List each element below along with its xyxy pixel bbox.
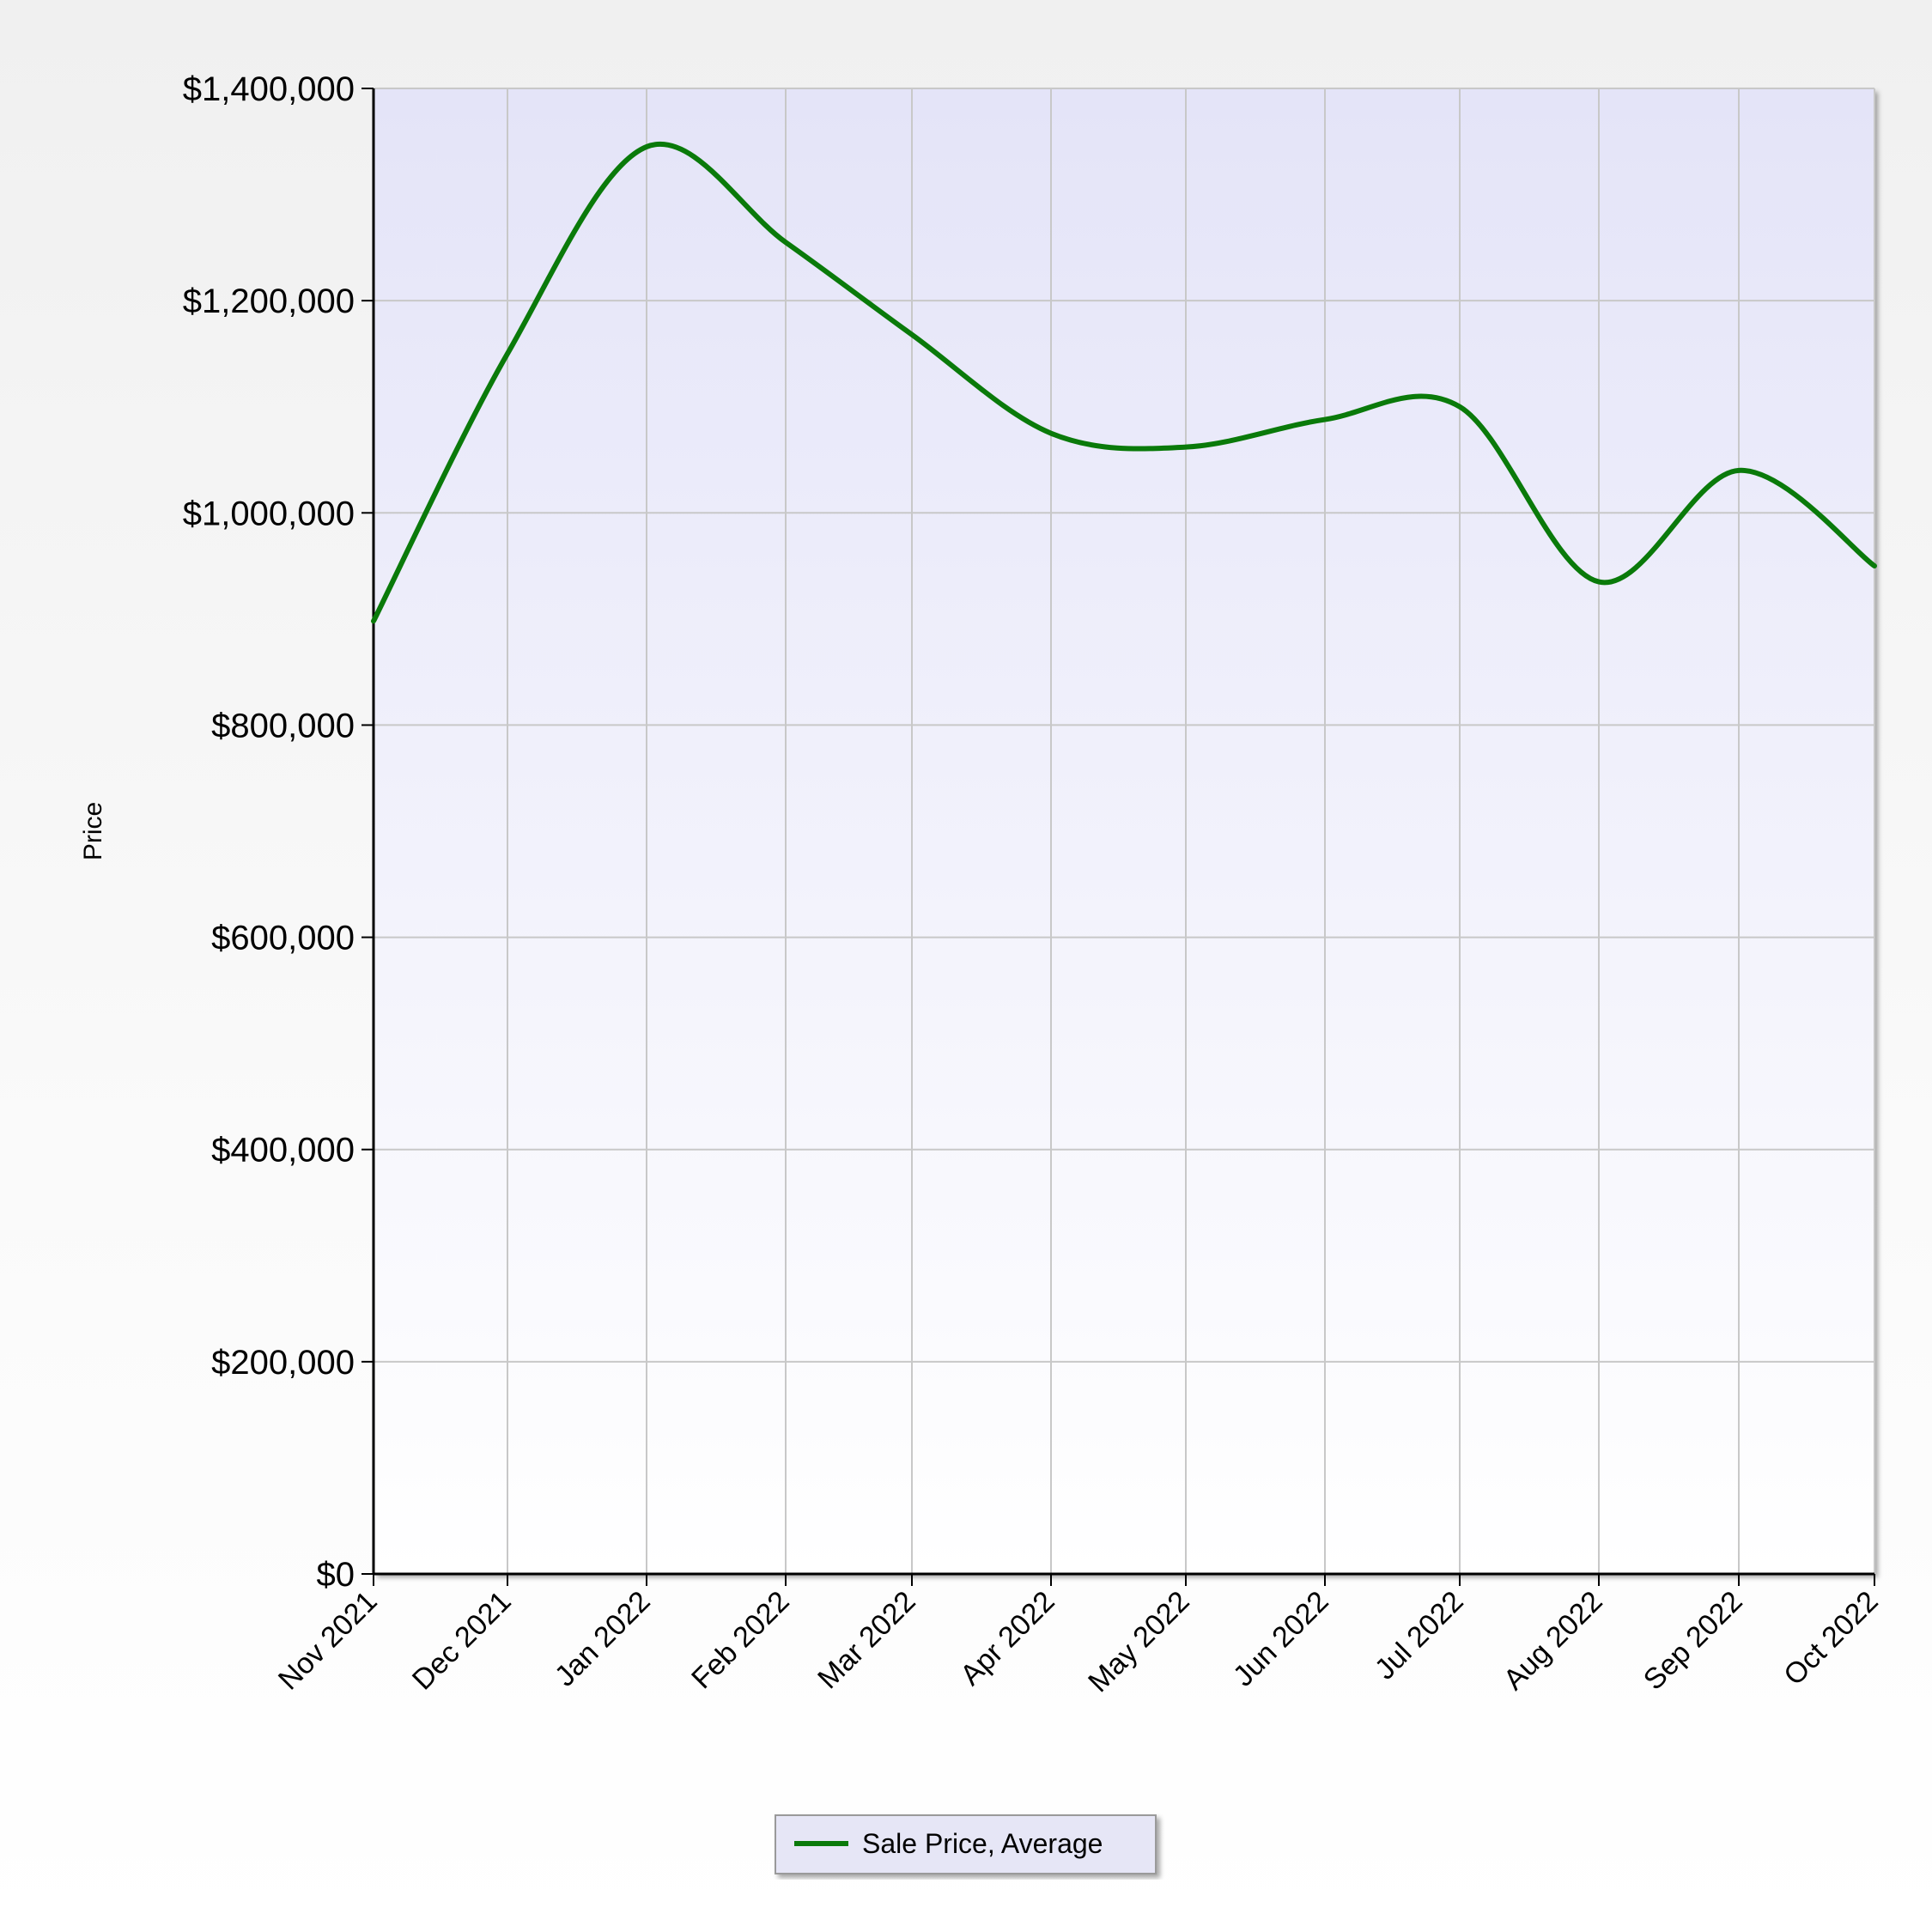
x-tick-label: Jul 2022 — [1369, 1585, 1470, 1686]
y-tick-label: $1,200,000 — [183, 283, 355, 320]
x-tick-label: Mar 2022 — [811, 1585, 921, 1695]
x-tick-label: Jan 2022 — [549, 1585, 657, 1693]
x-tick-label: Sep 2022 — [1637, 1585, 1749, 1697]
series-lines — [371, 142, 1877, 624]
x-tick-label: Feb 2022 — [685, 1585, 795, 1695]
y-tick-label: $800,000 — [211, 707, 355, 744]
legend-box — [775, 1814, 1157, 1874]
y-tick-labels: $0 $200,000 $400,000 $600,000 $800,000 $1,000… — [183, 70, 355, 1594]
x-tick-label: Aug 2022 — [1498, 1585, 1609, 1697]
x-tick-label: Oct 2022 — [1777, 1585, 1884, 1692]
x-tick-label: Jun 2022 — [1227, 1585, 1335, 1693]
series-line — [371, 142, 1877, 624]
x-tick-label: Apr 2022 — [954, 1585, 1060, 1692]
y-tick-label: $600,000 — [211, 920, 355, 957]
x-tick-labels: Nov 2021 Dec 2021 Jan 2022 Feb 2022 Mar 2022… — [272, 1585, 1885, 1698]
y-tick-label: $1,000,000 — [183, 495, 355, 532]
plot-area — [374, 88, 1874, 1574]
legend[interactable]: Sale Price, Average — [775, 1814, 1157, 1874]
axes — [361, 88, 1875, 1586]
x-tick-label: Dec 2021 — [406, 1585, 518, 1697]
legend-label: Sale Price, Average — [862, 1828, 1103, 1859]
x-tick-label: May 2022 — [1082, 1585, 1195, 1698]
y-tick-label: $0 — [317, 1556, 355, 1594]
y-tick-label: $1,400,000 — [183, 70, 355, 108]
y-axis-title: Price — [79, 802, 107, 860]
y-tick-label: $200,000 — [211, 1344, 355, 1382]
y-tick-label: $400,000 — [211, 1132, 355, 1170]
x-tick-label: Nov 2021 — [272, 1585, 384, 1697]
